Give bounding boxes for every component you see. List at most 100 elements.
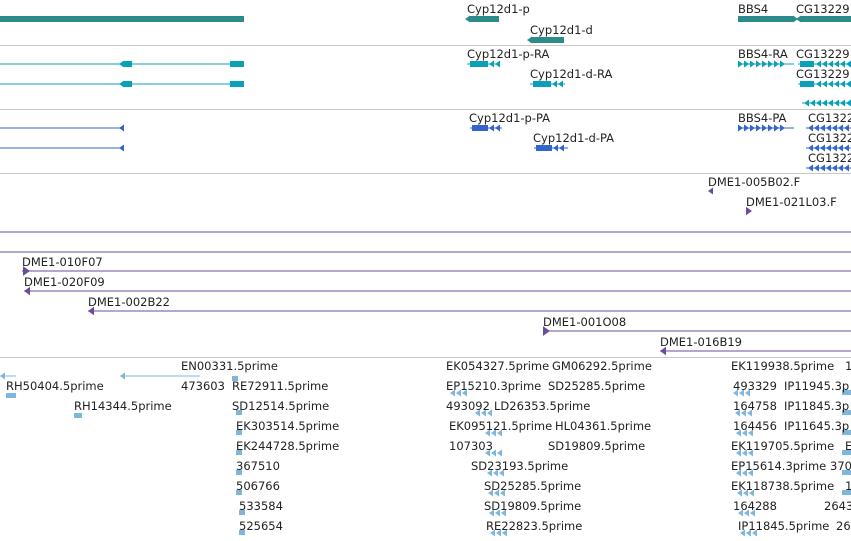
mrna-feature[interactable] — [230, 61, 244, 67]
gene-feature[interactable] — [796, 15, 801, 23]
est-label[interactable]: IP11845.3p — [784, 399, 850, 413]
est-feature[interactable] — [236, 490, 242, 495]
mrna-feature[interactable] — [828, 80, 833, 88]
protein-feature[interactable] — [832, 164, 837, 172]
est-feature[interactable] — [737, 489, 742, 497]
mrna-feature[interactable] — [822, 80, 827, 88]
mrna-label[interactable]: BBS4-RA — [738, 47, 788, 61]
protein-feature[interactable] — [820, 164, 825, 172]
mrna-feature[interactable] — [774, 60, 779, 68]
est-feature[interactable] — [491, 429, 496, 437]
mrna-feature[interactable] — [846, 99, 851, 107]
est-feature[interactable] — [842, 410, 851, 415]
est-feature[interactable] — [236, 410, 242, 415]
est-feature[interactable] — [487, 469, 492, 477]
mrna-feature[interactable] — [768, 60, 773, 68]
gene-label[interactable]: BBS4 — [738, 2, 769, 16]
est-feature[interactable] — [485, 429, 490, 437]
mrna-feature[interactable] — [750, 60, 755, 68]
mrna-feature[interactable] — [780, 60, 785, 68]
est-feature[interactable] — [742, 449, 747, 457]
mrna-feature[interactable] — [822, 60, 827, 68]
mrna-feature[interactable] — [762, 60, 767, 68]
clone-feature[interactable] — [23, 266, 30, 276]
mrna-feature[interactable] — [495, 60, 500, 68]
est-label[interactable]: SD25285.5prime — [548, 379, 646, 393]
mrna-feature[interactable] — [840, 80, 845, 88]
est-feature[interactable] — [743, 489, 748, 497]
est-label[interactable]: EK303514.5prime — [236, 419, 340, 433]
est-feature[interactable] — [735, 409, 740, 417]
est-feature[interactable] — [742, 429, 747, 437]
est-feature[interactable] — [500, 489, 505, 497]
est-feature[interactable] — [736, 469, 741, 477]
est-feature[interactable] — [493, 469, 498, 477]
gene-label[interactable]: CG13229 — [796, 2, 850, 16]
gene-label[interactable]: Cyp12d1-p — [467, 2, 530, 16]
clone-feature[interactable] — [24, 286, 30, 296]
est-feature[interactable] — [736, 449, 741, 457]
mrna-feature[interactable] — [756, 60, 761, 68]
mrna-feature[interactable] — [816, 80, 821, 88]
est-label[interactable]: EK119705.5prime — [731, 439, 835, 453]
protein-feature[interactable] — [744, 124, 749, 132]
protein-feature[interactable] — [814, 144, 819, 152]
gene-feature[interactable] — [465, 15, 470, 23]
clone-feature[interactable] — [660, 346, 666, 356]
clone-feature[interactable] — [88, 306, 94, 316]
mrna-feature[interactable] — [489, 60, 494, 68]
est-feature[interactable] — [745, 389, 750, 397]
est-label[interactable]: 370 — [830, 459, 851, 473]
est-label[interactable]: 164288 — [733, 499, 777, 513]
est-label[interactable]: SD12514.5prime — [232, 399, 330, 413]
mrna-feature[interactable] — [816, 60, 821, 68]
est-feature[interactable] — [842, 430, 851, 435]
protein-feature[interactable] — [814, 124, 819, 132]
protein-feature[interactable] — [489, 124, 494, 132]
gene-label[interactable]: Cyp12d1-d — [530, 23, 593, 37]
protein-feature[interactable] — [838, 124, 843, 132]
est-label[interactable]: EP15614.3prime — [731, 459, 827, 473]
est-label[interactable]: 1 — [845, 479, 851, 493]
protein-feature[interactable] — [844, 164, 849, 172]
est-label[interactable]: EK118738.5prime — [731, 479, 835, 493]
est-label[interactable]: RH50404.5prime — [6, 379, 104, 393]
est-label[interactable]: SD25285.5prime — [484, 479, 582, 493]
gene-feature[interactable] — [469, 16, 499, 22]
protein-feature[interactable] — [762, 124, 767, 132]
est-label[interactable]: EK095121.5prime — [449, 419, 553, 433]
clone-label[interactable]: DME1-005B02.F — [708, 175, 801, 189]
protein-feature[interactable] — [826, 124, 831, 132]
protein-feature[interactable] — [838, 144, 843, 152]
est-feature[interactable] — [736, 429, 741, 437]
est-feature[interactable] — [487, 409, 492, 417]
protein-feature[interactable] — [808, 144, 813, 152]
est-label[interactable]: RH14344.5prime — [74, 399, 172, 413]
est-label[interactable]: 506766 — [236, 479, 280, 493]
protein-feature[interactable] — [750, 124, 755, 132]
mrna-label[interactable]: CG13229 — [796, 47, 850, 61]
est-feature[interactable] — [748, 429, 753, 437]
est-feature[interactable] — [475, 409, 480, 417]
est-label[interactable]: 367510 — [236, 459, 280, 473]
protein-feature[interactable] — [738, 124, 743, 132]
protein-feature[interactable] — [820, 124, 825, 132]
protein-feature[interactable] — [119, 144, 124, 152]
est-label[interactable]: EK054327.5prime — [446, 359, 550, 373]
protein-feature[interactable] — [826, 164, 831, 172]
mrna-label[interactable]: Cyp12d1-p-RA — [467, 47, 550, 61]
est-feature[interactable] — [236, 470, 242, 475]
est-feature[interactable] — [236, 430, 242, 435]
est-feature[interactable] — [749, 489, 754, 497]
est-feature[interactable] — [499, 469, 504, 477]
protein-label[interactable]: Cyp12d1-d-PA — [533, 131, 615, 145]
gene-feature[interactable] — [738, 16, 794, 22]
est-label[interactable]: EP15210.3prime — [446, 379, 542, 393]
protein-feature[interactable] — [119, 124, 124, 132]
est-label[interactable]: 164758 — [733, 399, 777, 413]
est-label[interactable]: LD26353.5prime — [494, 399, 591, 413]
protein-label[interactable]: Cyp12d1-p-PA — [469, 111, 551, 125]
est-feature[interactable] — [456, 389, 461, 397]
est-feature[interactable] — [750, 509, 755, 517]
clone-label[interactable]: DME1-016B19 — [660, 335, 742, 349]
